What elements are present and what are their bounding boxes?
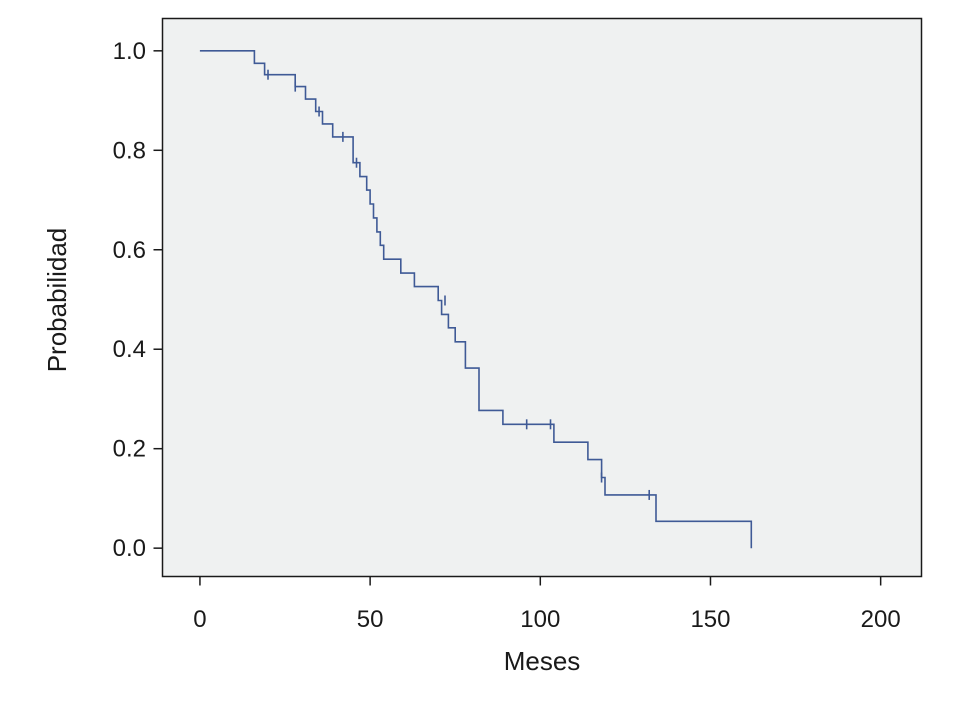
x-tick-label: 50 [357,606,384,633]
y-tick-label: 0.6 [113,237,146,264]
survival-curve-line [199,50,753,549]
y-tick-label: 0.0 [113,535,146,562]
axis-ticks [153,50,882,586]
y-tick-label: 1.0 [113,38,146,65]
y-tick-label: 0.4 [113,336,146,363]
x-tick-label: 0 [193,606,206,633]
tick-labels: 0 50 100 150 200 0.0 0.2 0.4 0.6 0.8 1.0 [113,38,901,633]
y-tick-label: 0.2 [113,436,146,463]
x-axis-title: Meses [504,646,581,676]
x-tick-label: 100 [520,606,560,633]
y-axis-title: Probabilidad [42,228,72,373]
plot-area [161,17,923,578]
x-tick-label: 200 [861,606,901,633]
x-tick-label: 150 [690,606,730,633]
y-tick-label: 0.8 [113,137,146,164]
censor-marks [267,69,651,500]
